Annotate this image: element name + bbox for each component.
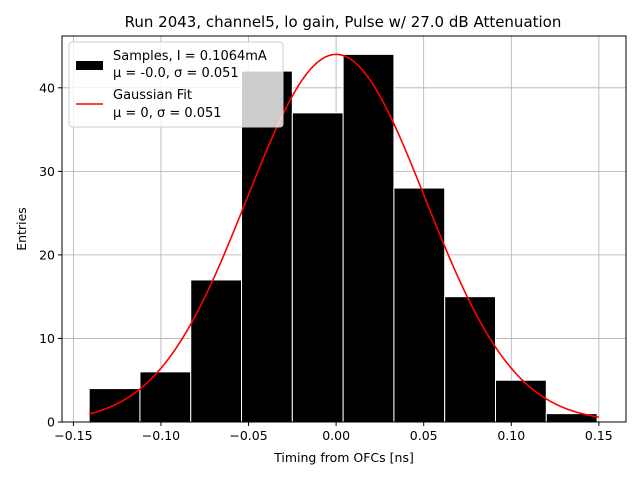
legend-fit-stats: μ = 0, σ = 0.051 <box>113 106 222 121</box>
fit-layer <box>88 53 599 418</box>
legend-histogram-label: Samples, I = 0.1064mA <box>113 49 267 64</box>
histogram-bars <box>88 53 598 423</box>
y-tick-label: 40 <box>39 80 55 95</box>
histogram-bar <box>291 112 344 423</box>
legend-box <box>68 41 284 128</box>
legend: Samples, I = 0.1064mA μ = -0.0, σ = 0.05… <box>68 41 284 128</box>
gaussian-fit-line <box>88 53 599 418</box>
histogram-bar <box>393 187 446 423</box>
histogram-bar <box>139 371 192 423</box>
x-tick-label: −0.10 <box>142 428 180 443</box>
x-tick-label: −0.05 <box>229 428 267 443</box>
x-tick-label: 0.00 <box>322 428 350 443</box>
legend-histogram-swatch <box>76 61 103 70</box>
x-tick-label: −0.15 <box>54 428 92 443</box>
legend-fit-label: Gaussian Fit <box>113 88 192 103</box>
x-tick-label: 0.05 <box>410 428 438 443</box>
x-tick-label: 0.10 <box>497 428 525 443</box>
x-axis-label: Timing from OFCs [ns] <box>273 450 414 465</box>
y-tick-label: 10 <box>39 331 55 346</box>
y-axis-label: Entries <box>14 207 29 251</box>
x-ticks: −0.15 −0.10 −0.05 0.00 0.05 0.10 0.15 <box>54 422 613 443</box>
x-tick-label: 0.15 <box>585 428 613 443</box>
y-tick-label: 30 <box>39 164 55 179</box>
chart-title: Run 2043, channel5, lo gain, Pulse w/ 27… <box>125 13 562 31</box>
histogram-bar <box>190 279 243 423</box>
histogram-bar <box>444 296 497 423</box>
histogram-bar <box>342 53 395 423</box>
y-ticks: 0 10 20 30 40 <box>39 80 62 430</box>
histogram-bar <box>241 70 293 423</box>
y-tick-label: 0 <box>47 415 55 430</box>
histogram-bar <box>495 379 547 423</box>
axes-frame <box>61 35 627 423</box>
legend-histogram-stats: μ = -0.0, σ = 0.051 <box>113 66 239 81</box>
y-tick-label: 20 <box>39 247 55 262</box>
